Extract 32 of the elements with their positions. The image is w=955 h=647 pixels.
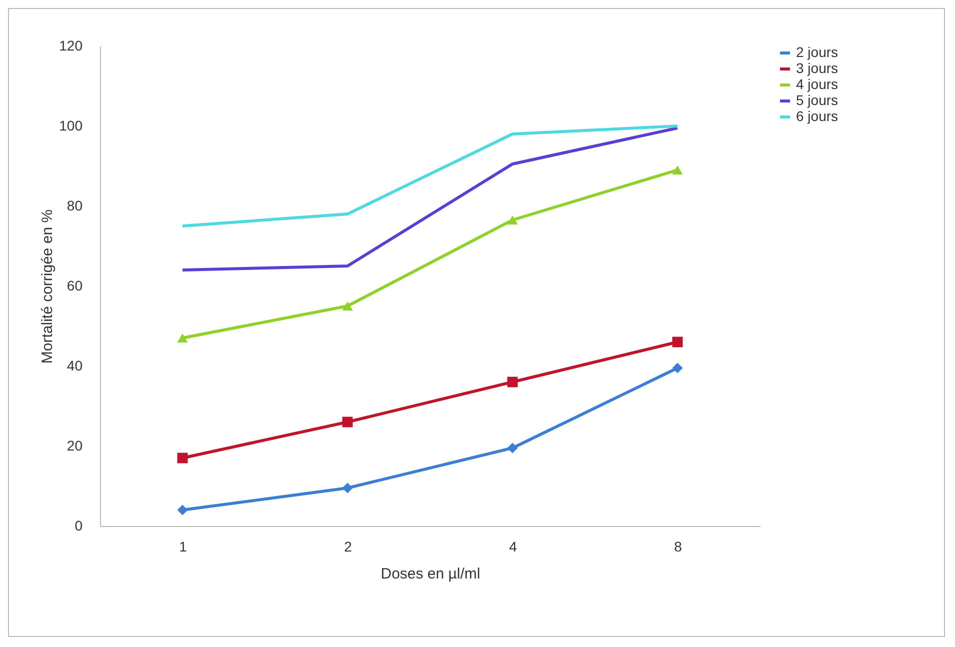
x-axis-title: Doses en µl/ml [380,566,480,582]
legend-label: 6 jours [796,108,838,124]
y-tick-label: 0 [74,518,83,534]
y-tick-label: 60 [66,278,83,294]
point [507,215,518,225]
point [177,333,188,343]
point [342,482,353,494]
y-tick-label: 100 [59,118,83,134]
legend-label: 5 jours [796,92,838,108]
point [507,442,518,454]
y-axis-title: Mortalité corrigée en % [39,209,56,364]
line-series [181,126,679,272]
y-tick-label: 20 [66,438,83,454]
legend-label: 2 jours [796,44,838,60]
point [177,452,188,464]
x-tick-label: 1 [179,538,188,554]
x-tick-label: 2 [344,538,352,554]
x-tick-label: 4 [509,538,518,554]
x-tick-label: 8 [674,538,682,554]
point [672,362,683,374]
legend-label: 3 jours [796,60,838,76]
y-tick-label: 80 [66,198,83,214]
line-series [181,124,679,228]
point [177,504,188,516]
point [507,376,518,388]
legend-label: 4 jours [796,76,838,92]
point [342,301,353,311]
point [672,165,683,175]
y-tick-label: 40 [66,358,83,374]
point [342,416,353,428]
y-tick-label: 120 [59,38,83,54]
point [672,336,683,348]
